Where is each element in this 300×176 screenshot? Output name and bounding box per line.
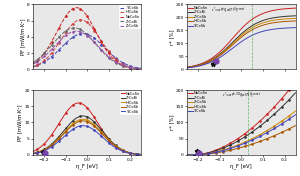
Legend: TiCoSb, HfCoSb, NbCoSn, ZrCoBi, ZrCoSb: TiCoSb, HfCoSb, NbCoSn, ZrCoBi, ZrCoSb — [119, 5, 141, 29]
X-axis label: η_F [eV]: η_F [eV] — [230, 164, 252, 169]
Y-axis label: PF [mW/m·K²]: PF [mW/m·K²] — [21, 18, 26, 55]
Text: $r^*\!\!=\!\sigma^{pb,3D}/[\sigma(T)^0]^{const}$: $r^*\!\!=\!\sigma^{pb,3D}/[\sigma(T)^0]^… — [222, 91, 261, 100]
Y-axis label: r* [%]: r* [%] — [169, 115, 174, 130]
Legend: NbCoSn, ZrCoBi, HfCoSb, ZrCoSb, TiCoSb: NbCoSn, ZrCoBi, HfCoSb, ZrCoSb, TiCoSb — [120, 91, 141, 115]
Y-axis label: r* [%]: r* [%] — [169, 29, 174, 45]
X-axis label: η_F [eV]: η_F [eV] — [76, 164, 98, 169]
Legend: NbCoSn, ZrCoBi, ZrCoSb, HfCoSb, TiCoSb: NbCoSn, ZrCoBi, ZrCoSb, HfCoSb, TiCoSb — [188, 5, 208, 29]
Legend: NbCoSn, ZrCoBi, ZrCoSb, HfCoSb, TiCoSb: NbCoSn, ZrCoBi, ZrCoSb, HfCoSb, TiCoSb — [188, 91, 208, 114]
Y-axis label: PF [mW/m·K²]: PF [mW/m·K²] — [18, 104, 23, 141]
Text: $r^*\!\!=\!\sigma^{pb}/[\sigma(T)^0]^{const}$: $r^*\!\!=\!\sigma^{pb}/[\sigma(T)^0]^{co… — [211, 5, 245, 15]
